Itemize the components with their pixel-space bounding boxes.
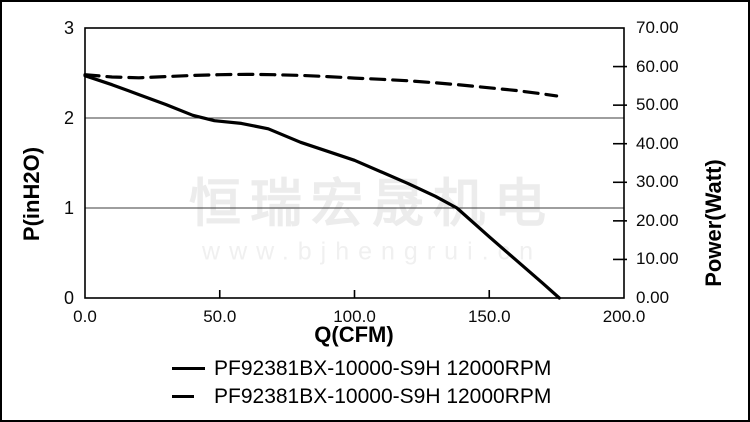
y-right-tick-label: 40.00 <box>636 133 679 153</box>
y-right-tick-label: 70.00 <box>636 18 679 37</box>
y-left-tick-label: 2 <box>63 108 74 128</box>
legend-entry-pressure: PF92381BX-10000-S9H 12000RPM <box>172 356 551 381</box>
y-right-tick-label: 60.00 <box>636 56 679 76</box>
legend: PF92381BX-10000-S9H 12000RPM PF92381BX-1… <box>172 356 551 412</box>
legend-label: PF92381BX-10000-S9H 12000RPM <box>214 384 552 408</box>
plot-frame <box>84 27 625 299</box>
y-right-tick-label: 50.00 <box>636 95 679 115</box>
x-tick-label: 100.0 <box>333 307 376 326</box>
legend-entry-power: PF92381BX-10000-S9H 12000RPM <box>172 384 551 409</box>
x-tick-label: 50.0 <box>203 307 237 326</box>
power-curve <box>83 72 559 98</box>
y-left-axis-title: P(inH2O) <box>19 146 44 242</box>
x-axis-title: Q(CFM) <box>314 322 394 347</box>
y-right-tick-label: 20.00 <box>636 210 679 230</box>
y-left-tick-label: 1 <box>63 198 74 218</box>
legend-label: PF92381BX-10000-S9H 12000RPM <box>214 356 552 380</box>
dashed-line-swatch-icon <box>172 395 210 398</box>
watermark-url: www.bjhengrui.cn <box>202 237 542 266</box>
y-right-tick-label: 10.00 <box>636 249 679 269</box>
y-right-tick-label: 30.00 <box>636 172 679 192</box>
pressure-curve <box>83 74 561 300</box>
y-right-axis-title: Power(Watt) <box>701 159 726 287</box>
solid-line-swatch-icon <box>172 367 210 370</box>
x-tick-label: 200.0 <box>602 307 646 326</box>
y-right-tick-label: 0.00 <box>636 288 670 307</box>
x-tick-label: 0.0 <box>73 307 97 326</box>
x-tick-label: 150.0 <box>467 307 511 326</box>
y-left-tick-label: 3 <box>63 18 74 38</box>
y-left-tick-label: 0 <box>63 288 74 308</box>
watermark-text: 恒瑞宏晟机电 <box>188 175 556 234</box>
